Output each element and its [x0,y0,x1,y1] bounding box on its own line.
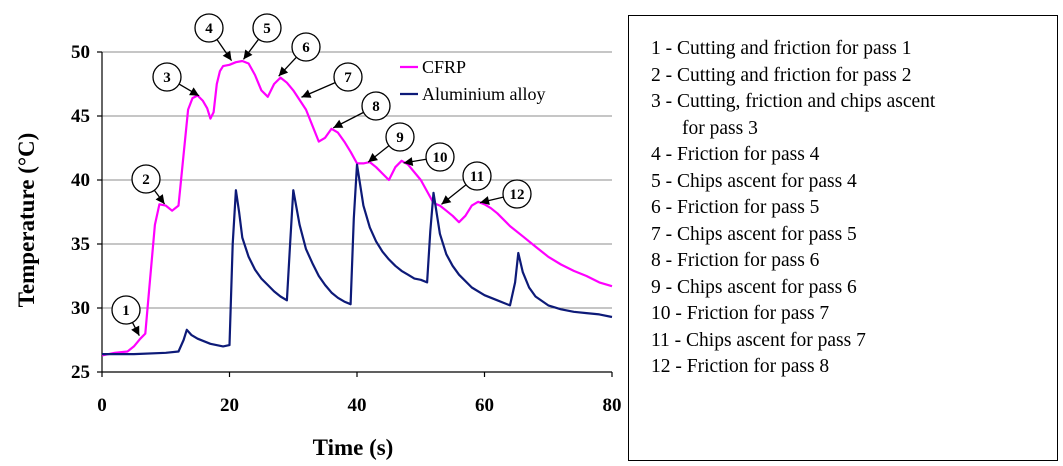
note-text: 12 - Friction for pass 8 [651,356,830,377]
annotation-label-1: 1 [122,303,130,319]
annotation-arrowhead-3 [189,87,200,96]
annotation-label-10: 10 [433,150,448,166]
annotation-circle-6 [291,32,321,62]
note-text: 8 - Friction for pass 6 [651,250,820,271]
annotation-arrowhead-7 [301,89,312,98]
annotation-label-6: 6 [302,40,310,56]
legend: CFRP Aluminium alloy [400,57,546,104]
y-tick-label-50: 50 [71,42,90,63]
annotation-circle-4 [194,13,224,43]
annotation-arrowhead-2 [155,194,165,204]
annotation-label-5: 5 [263,21,271,37]
annotation-circle-5 [252,13,282,43]
note-continuation: for pass 3 [682,117,758,139]
annotation-label-11: 11 [470,169,484,185]
note-text: 9 - Chips ascent for pass 6 [651,276,857,298]
annotation-label-7: 7 [344,70,352,86]
y-tick-label-40: 40 [71,170,90,191]
note-text: 7 - Chips ascent for pass 5 [651,223,857,245]
note-item: 8 - Friction for pass 6 [651,248,1057,275]
note-text: 11 - Chips ascent for pass 7 [651,329,866,351]
annotation-label-8: 8 [372,99,380,115]
note-item: 3 - Cutting, friction and chips ascent fo… [651,89,1057,142]
y-axis-title: Temperature (°C) [14,133,39,308]
x-tick-label-80: 80 [603,395,622,416]
x-tick-label-20: 20 [220,395,239,416]
annotation-arrowhead-8 [333,119,344,128]
annotation-arrowhead-12 [480,196,490,205]
note-item: 5 - Chips ascent for pass 4 [651,169,1057,196]
legend-label-0: CFRP [422,57,466,77]
note-text: 3 - Cutting, friction and chips ascent [651,91,936,112]
note-item: 7 - Chips ascent for pass 5 [651,222,1057,249]
y-tick-label-35: 35 [71,234,90,255]
annotation-circle-12 [502,179,532,209]
note-item: 4 - Friction for pass 4 [651,142,1057,169]
y-tick-labels: 25 30 35 40 45 50 [71,42,90,383]
note-text: 10 - Friction for pass 7 [651,303,830,324]
x-tick-label-60: 60 [475,395,494,416]
annotation-label-4: 4 [205,21,213,37]
series-lines [101,59,613,357]
annotation-circle-8 [361,91,391,121]
note-text: 2 - Cutting and friction for pass 2 [651,64,912,86]
annotation-arrowhead-6 [278,66,289,77]
annotation-circle-2 [131,164,161,194]
note-item: 2 - Cutting and friction for pass 2 [651,63,1057,90]
note-item: 9 - Chips ascent for pass 6 [651,275,1057,302]
note-item: 6 - Friction for pass 5 [651,195,1057,222]
note-text: 5 - Chips ascent for pass 4 [651,170,857,192]
annotation-arrowhead-11 [441,195,452,205]
series-line-cfrp [101,59,613,357]
x-tick-labels: 0 20 40 60 80 [97,395,621,416]
y-tick-label-25: 25 [71,362,90,383]
x-tick-label-0: 0 [97,395,107,416]
annotation-legend-box: 1 - Cutting and friction for pass 1 2 - C… [628,15,1058,461]
annotation-arrowhead-10 [403,157,414,167]
annotation-arrowhead-5 [243,49,253,60]
axes [97,51,613,377]
annotation-arrowhead-9 [368,153,378,163]
annotation-arrowhead-1 [131,325,140,336]
note-item: 1 - Cutting and friction for pass 1 [651,36,1057,63]
annotation-circle-10 [425,142,455,172]
annotation-circle-3 [152,62,182,92]
annotation-label-9: 9 [396,130,404,146]
legend-label-1: Aluminium alloy [422,84,546,104]
note-item: 10 - Friction for pass 7 [651,301,1057,328]
note-item: 11 - Chips ascent for pass 7 [651,328,1057,355]
note-text: 6 - Friction for pass 5 [651,197,820,218]
annotation-legend-list: 1 - Cutting and friction for pass 1 2 - C… [629,16,1057,381]
annotation-label-3: 3 [163,70,171,86]
y-tick-label-30: 30 [71,298,90,319]
y-tick-label-45: 45 [71,106,90,127]
series-line-aluminium-alloy [102,163,613,356]
note-text: 1 - Cutting and friction for pass 1 [651,38,912,59]
annotation-circle-11 [462,161,492,191]
annotation-label-12: 12 [510,187,525,203]
annotation-arrowhead-4 [222,50,232,61]
annotation-circle-1 [111,295,141,325]
annotation-circle-7 [333,62,363,92]
x-tick-label-40: 40 [348,395,367,416]
x-axis-title: Time (s) [313,435,394,460]
annotation-label-2: 2 [142,172,150,188]
note-text: 4 - Friction for pass 4 [651,144,820,165]
note-item: 12 - Friction for pass 8 [651,354,1057,381]
annotation-circle-9 [385,122,415,152]
